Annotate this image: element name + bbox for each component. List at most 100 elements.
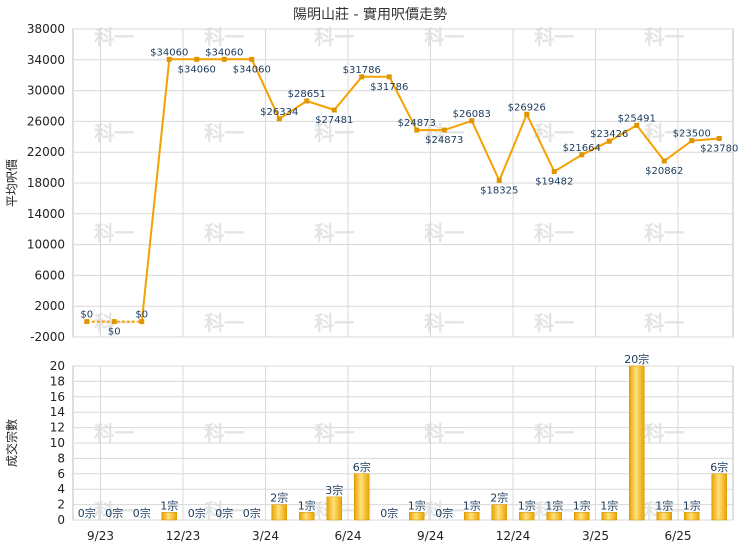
volume-y-tick-label: 2: [57, 498, 65, 512]
watermark-text: 科一: [534, 121, 574, 145]
price-data-label: $18325: [480, 185, 518, 196]
volume-data-label: 1宗: [545, 498, 563, 512]
volume-bar: [656, 512, 672, 521]
volume-bar: [271, 504, 287, 521]
price-data-label: $26083: [453, 109, 491, 120]
watermark-text: 科一: [204, 221, 244, 245]
volume-data-label: 1宗: [600, 498, 618, 512]
volume-data-label: 2宗: [490, 491, 508, 505]
x-tick-label: 12/24: [496, 529, 531, 543]
price-y-tick-label: 34000: [27, 53, 65, 67]
price-data-label: $28651: [288, 89, 326, 100]
watermark-text: 科一: [534, 421, 574, 445]
volume-data-label: 0宗: [78, 506, 96, 520]
price-data-label: $34060: [205, 47, 243, 58]
price-data-label: $24873: [425, 135, 463, 146]
volume-y-tick-label: 18: [50, 374, 65, 388]
volume-data-label: 0宗: [215, 506, 233, 520]
price-point: [606, 138, 612, 144]
price-data-label: $26334: [260, 107, 298, 118]
volume-y-tick-label: 4: [57, 482, 65, 496]
price-y-tick-label: 18000: [27, 176, 65, 190]
volume-y-tick-label: 14: [50, 405, 65, 419]
price-point: [496, 177, 502, 183]
price-point: [386, 74, 392, 80]
watermark-text: 科一: [204, 499, 244, 523]
price-data-label: $0: [135, 310, 148, 321]
volume-y-tick-label: 8: [57, 451, 65, 465]
volume-y-tick-label: 0: [57, 513, 65, 527]
volume-bar: [326, 496, 342, 521]
price-point: [689, 138, 695, 144]
price-y-tick-label: 2000: [34, 299, 65, 313]
watermark-text: 科一: [204, 421, 244, 445]
volume-bar: [601, 512, 617, 521]
volume-data-label: 1宗: [655, 498, 673, 512]
volume-data-label: 0宗: [380, 506, 398, 520]
chart-title: 陽明山莊 - 實用呎價走勢: [293, 6, 447, 23]
volume-bar: [464, 512, 480, 521]
volume-data-label: 3宗: [325, 483, 343, 497]
price-chart: -2000 2000 6000 10000 14000 18000 22000 26000 30…: [27, 22, 739, 344]
volume-data-label: 1宗: [683, 498, 701, 512]
volume-bar: [354, 473, 370, 521]
price-point: [716, 135, 722, 141]
price-point: [276, 116, 282, 122]
volume-data-label: 6宗: [710, 460, 728, 474]
volume-bar: [629, 365, 645, 521]
price-point: [634, 122, 640, 128]
volume-data-label: 6宗: [353, 460, 371, 474]
volume-y-tick-label: 10: [50, 436, 65, 450]
price-point: [469, 118, 475, 124]
price-point: [551, 169, 557, 175]
price-point: [359, 74, 365, 80]
price-point: [249, 56, 255, 62]
volume-data-label: 0宗: [243, 506, 261, 520]
price-point: [111, 319, 117, 325]
price-data-label: $34060: [150, 47, 188, 58]
price-data-label: $31786: [370, 82, 408, 93]
price-data-label: $31786: [343, 65, 381, 76]
price-point: [194, 56, 200, 62]
price-data-label: $23780: [700, 143, 738, 154]
price-point: [524, 111, 530, 117]
price-data-label: $0: [80, 310, 93, 321]
price-y-tick-label: 38000: [27, 22, 65, 36]
price-data-label: $23500: [673, 129, 711, 140]
volume-data-label: 2宗: [270, 491, 288, 505]
price-point: [661, 158, 667, 164]
price-point: [139, 319, 145, 325]
price-point: [166, 56, 172, 62]
volume-data-label: 1宗: [160, 498, 178, 512]
watermark-text: 科一: [534, 311, 574, 335]
volume-bar: [299, 512, 315, 521]
price-y-tick-label: 22000: [27, 145, 65, 159]
volume-bar: [711, 473, 727, 521]
price-point: [331, 107, 337, 113]
volume-data-label: 1宗: [408, 498, 426, 512]
watermark-text: 科一: [204, 121, 244, 145]
price-y-tick-label: 14000: [27, 207, 65, 221]
x-tick-label: 9/23: [87, 529, 114, 543]
price-point: [414, 127, 420, 133]
price-data-label: $19482: [535, 177, 573, 188]
volume-bar: [491, 504, 507, 521]
x-tick-label: 3/25: [582, 529, 609, 543]
watermark-text: 科一: [204, 311, 244, 335]
price-point: [221, 56, 227, 62]
price-data-label: $27481: [315, 115, 353, 126]
price-data-label: $24873: [398, 118, 436, 129]
volume-data-label: 1宗: [463, 498, 481, 512]
volume-data-label: 0宗: [435, 506, 453, 520]
volume-y-tick-label: 6: [57, 467, 65, 481]
volume-bar: [519, 512, 535, 521]
volume-y-tick-label: 16: [50, 390, 65, 404]
volume-bar: [546, 512, 562, 521]
price-data-label: $25491: [618, 113, 656, 124]
price-point: [304, 98, 310, 104]
price-line: [140, 58, 720, 322]
price-point: [441, 127, 447, 133]
price-data-label: $23426: [590, 129, 628, 140]
volume-bar: [409, 512, 425, 521]
